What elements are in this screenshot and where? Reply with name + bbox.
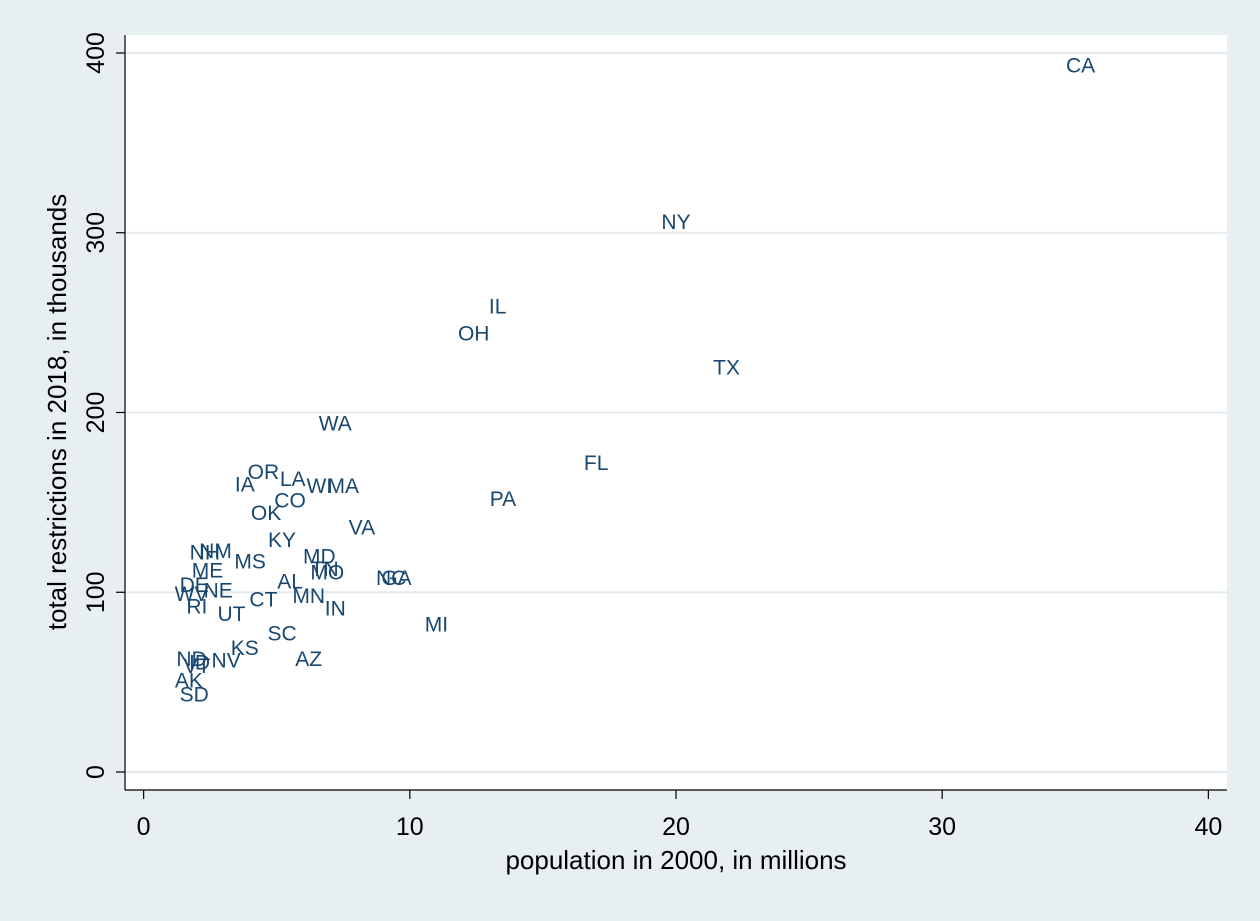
x-tick-label: 20 <box>662 813 690 841</box>
point-label-ok: OK <box>251 502 281 525</box>
point-label-mn: MN <box>292 585 325 608</box>
point-label-wa: WA <box>319 412 352 435</box>
point-label-ks: KS <box>231 637 259 660</box>
point-label-nc: NC <box>376 567 406 590</box>
y-tick-label: 100 <box>82 571 110 613</box>
point-label-ga: GA <box>381 567 411 590</box>
point-label-md: MD <box>303 545 336 568</box>
point-label-ut: UT <box>217 603 245 626</box>
point-label-ia: IA <box>235 473 255 496</box>
y-axis-label: total restrictions in 2018, in thousands <box>42 194 72 630</box>
x-tick-label: 30 <box>928 813 956 841</box>
point-label-tx: TX <box>713 357 740 380</box>
point-label-wi: WI <box>306 475 332 498</box>
point-label-id: ID <box>189 651 210 674</box>
point-label-va: VA <box>349 517 375 540</box>
point-label-ca: CA <box>1066 55 1095 78</box>
point-label-oh: OH <box>458 322 490 345</box>
point-label-co: CO <box>274 490 306 513</box>
point-label-la: LA <box>280 468 306 491</box>
point-label-ri: RI <box>186 596 207 619</box>
point-label-az: AZ <box>295 648 322 671</box>
point-label-pa: PA <box>490 488 516 511</box>
point-label-nd: ND <box>176 648 206 671</box>
point-label-de: DE <box>180 574 209 597</box>
point-label-nv: NV <box>212 650 241 673</box>
x-tick-label: 40 <box>1194 813 1222 841</box>
y-tick-label: 300 <box>82 212 110 254</box>
point-label-ma: MA <box>328 475 360 498</box>
point-label-ak: AK <box>175 669 203 692</box>
point-label-sc: SC <box>267 623 296 646</box>
point-label-ct: CT <box>249 588 277 611</box>
gridlines <box>125 51 1227 774</box>
point-label-vt: VT <box>183 655 210 678</box>
point-label-ne: NE <box>204 579 233 602</box>
y-tick-label: 0 <box>82 765 110 779</box>
point-label-or: OR <box>248 461 280 484</box>
point-label-ms: MS <box>234 551 266 574</box>
point-label-mi: MI <box>425 614 448 637</box>
y-tick-label: 400 <box>82 32 110 74</box>
point-label-ky: KY <box>268 529 296 552</box>
y-tick-label: 200 <box>82 392 110 434</box>
point-label-me: ME <box>192 560 224 583</box>
x-tick-label: 10 <box>396 813 424 841</box>
point-label-mo: MO <box>310 561 344 584</box>
point-label-sd: SD <box>180 684 209 707</box>
point-label-wv: WV <box>175 583 209 606</box>
point-label-tn: TN <box>311 558 339 581</box>
point-label-fl: FL <box>584 452 609 475</box>
point-label-in: IN <box>325 597 346 620</box>
x-axis-label: population in 2000, in millions <box>505 845 846 875</box>
point-label-nh: NH <box>190 542 220 565</box>
point-label-ny: NY <box>661 211 690 234</box>
point-label-il: IL <box>489 295 507 318</box>
x-tick-label: 0 <box>137 813 151 841</box>
point-label-al: AL <box>277 570 303 593</box>
axis-ticks: 0 100 200 300 400 0 10 20 30 40 <box>82 32 1222 841</box>
point-label-nm: NM <box>199 540 232 563</box>
